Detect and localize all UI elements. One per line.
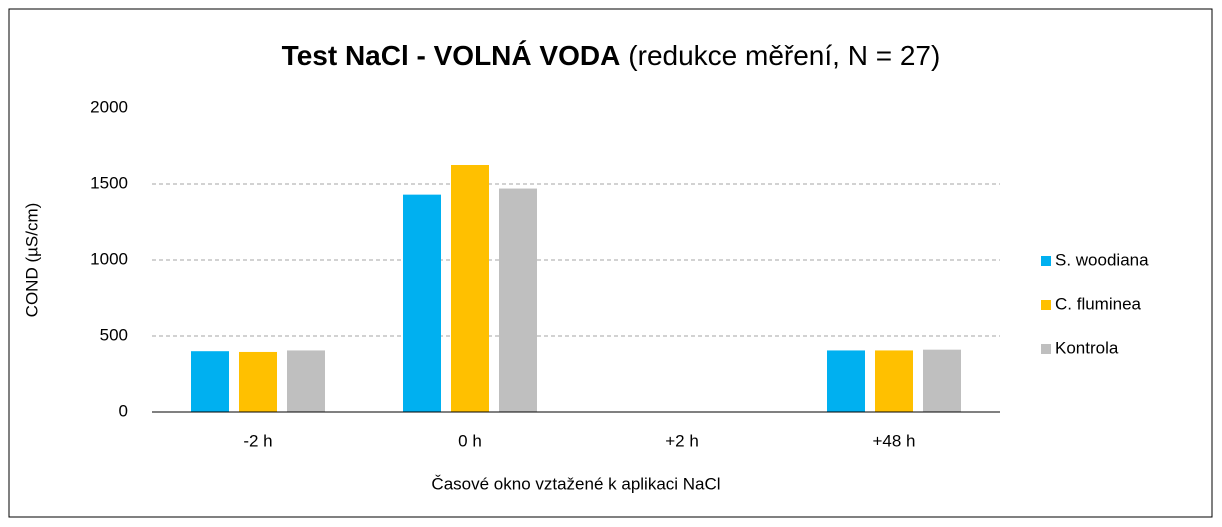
title-bold: Test NaCl - VOLNÁ VODA: [282, 40, 621, 71]
x-tick-label: 0 h: [458, 431, 482, 450]
bar: [403, 194, 441, 412]
y-axis-title: COND (µS/cm): [22, 203, 41, 318]
x-axis-title: Časové okno vztažené k aplikaci NaCl: [431, 474, 720, 493]
bar: [287, 350, 325, 412]
y-tick-label: 1000: [90, 249, 128, 268]
legend-swatch: [1041, 344, 1051, 354]
chart-title: Test NaCl - VOLNÁ VODA (redukce měření, N…: [282, 40, 941, 71]
legend-label: S. woodiana: [1055, 250, 1149, 269]
legend-label: C. fluminea: [1055, 294, 1142, 313]
y-tick-label: 0: [119, 401, 128, 420]
title-normal: (redukce měření, N = 27): [628, 40, 940, 71]
legend-swatch: [1041, 300, 1051, 310]
y-tick-label: 500: [100, 325, 128, 344]
x-tick-label: +48 h: [872, 431, 915, 450]
y-tick-label: 1500: [90, 173, 128, 192]
y-tick-label: 2000: [90, 97, 128, 116]
chart-border: [8, 8, 1213, 518]
legend-swatch: [1041, 256, 1051, 266]
x-tick-label: -2 h: [243, 431, 272, 450]
legend-label: Kontrola: [1055, 338, 1119, 357]
bar: [827, 350, 865, 412]
bar: [239, 351, 277, 412]
bar: [191, 351, 229, 412]
x-tick-label: +2 h: [665, 431, 699, 450]
bar: [499, 188, 537, 412]
bar: [923, 349, 961, 412]
bar: [451, 165, 489, 412]
bar: [875, 350, 913, 412]
